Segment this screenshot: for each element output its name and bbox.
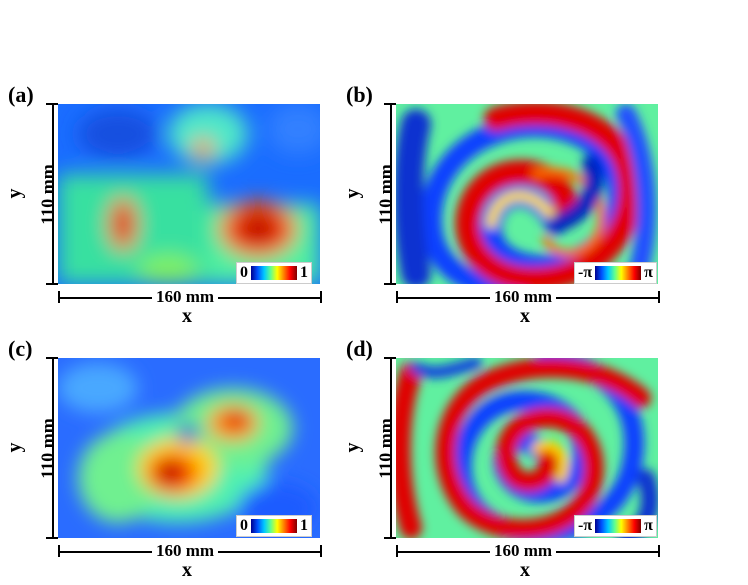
panel-label-a: (a)	[8, 82, 34, 107]
amplitude-map-a	[58, 104, 320, 284]
colorbar-max-a: 1	[300, 264, 308, 281]
x-axis-label-b: x	[520, 305, 530, 327]
panel-label-d: (d)	[346, 336, 373, 361]
y-axis-cap-bottom-a	[46, 283, 58, 285]
y-axis-label-d: y	[341, 442, 364, 453]
x-axis-cap-left-d	[396, 545, 398, 557]
y-axis-label-b: y	[341, 188, 364, 199]
y-extent-label-b: 110 mm	[375, 164, 396, 225]
y-extent-label-d: 110 mm	[375, 418, 396, 479]
x-axis-cap-left-a	[58, 291, 60, 303]
colorbar-gradient-b	[595, 266, 642, 280]
colorbar-gradient-a	[251, 266, 297, 280]
colorbar-min-d: -π	[578, 517, 593, 534]
x-axis-cap-right-a	[320, 291, 322, 303]
x-axis-cap-left-c	[58, 545, 60, 557]
y-axis-cap-top-b	[384, 103, 396, 105]
colorbar-max-c: 1	[300, 517, 308, 534]
y-axis-label-c: y	[3, 442, 26, 453]
y-axis-cap-top-a	[46, 103, 58, 105]
x-extent-label-c: 160 mm	[152, 541, 219, 561]
x-axis-label-a: x	[182, 305, 192, 327]
x-axis-cap-right-c	[320, 545, 322, 557]
colorbar-d: -π π	[574, 515, 657, 537]
colorbar-min-b: -π	[578, 264, 593, 281]
x-axis-cap-right-b	[658, 291, 660, 303]
phase-map-b	[396, 104, 658, 284]
colorbar-max-b: π	[644, 264, 653, 281]
y-axis-cap-top-d	[384, 357, 396, 359]
y-extent-label-c: 110 mm	[37, 418, 58, 479]
y-axis-cap-top-c	[46, 357, 58, 359]
x-axis-cap-left-b	[396, 291, 398, 303]
x-axis-label-c: x	[182, 559, 192, 581]
x-extent-label-d: 160 mm	[490, 541, 557, 561]
y-axis-cap-bottom-d	[384, 537, 396, 539]
colorbar-min-c: 0	[240, 517, 248, 534]
colorbar-a: 0 1	[236, 262, 312, 284]
y-extent-label-a: 110 mm	[37, 164, 58, 225]
x-extent-label-b: 160 mm	[490, 287, 557, 307]
y-axis-line-a	[52, 104, 54, 284]
amplitude-map-c	[58, 358, 320, 538]
y-axis-line-b	[390, 104, 392, 284]
colorbar-gradient-c	[251, 519, 297, 533]
x-axis-label-d: x	[520, 559, 530, 581]
y-axis-line-d	[390, 358, 392, 538]
y-axis-line-c	[52, 358, 54, 538]
panel-label-c: (c)	[8, 336, 33, 361]
colorbar-gradient-d	[595, 519, 642, 533]
panel-label-b: (b)	[346, 82, 373, 107]
colorbar-min-a: 0	[240, 264, 248, 281]
y-axis-cap-bottom-b	[384, 283, 396, 285]
phase-map-d	[396, 358, 658, 538]
colorbar-max-d: π	[644, 517, 653, 534]
colorbar-c: 0 1	[236, 515, 312, 537]
colorbar-b: -π π	[574, 262, 657, 284]
x-axis-cap-right-d	[658, 545, 660, 557]
x-extent-label-a: 160 mm	[152, 287, 219, 307]
y-axis-label-a: y	[3, 188, 26, 199]
y-axis-cap-bottom-c	[46, 537, 58, 539]
